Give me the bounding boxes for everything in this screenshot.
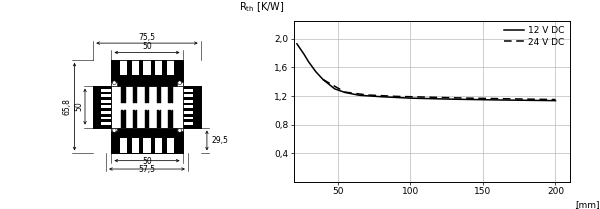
Text: 57,5: 57,5: [139, 165, 155, 174]
Text: 50: 50: [142, 157, 152, 166]
Bar: [145, 110, 149, 127]
Bar: [182, 111, 193, 114]
Legend: 12 V DC, 24 V DC: 12 V DC, 24 V DC: [503, 25, 565, 47]
Bar: [182, 100, 193, 103]
Bar: [182, 89, 193, 92]
Bar: [143, 138, 151, 153]
Bar: [121, 110, 125, 127]
Text: 50: 50: [142, 42, 152, 51]
Bar: [101, 122, 112, 125]
Bar: [101, 105, 112, 108]
Bar: [177, 127, 182, 131]
Bar: [101, 100, 112, 103]
Bar: [133, 86, 137, 103]
Bar: [169, 86, 173, 103]
Text: [mm]: [mm]: [575, 200, 600, 209]
Bar: [177, 82, 182, 86]
Text: 75,5: 75,5: [139, 33, 155, 42]
Bar: [101, 111, 112, 114]
Bar: [112, 60, 182, 86]
Bar: [155, 138, 163, 153]
Bar: [182, 117, 193, 120]
Bar: [157, 86, 161, 103]
Bar: [112, 127, 117, 131]
Bar: [182, 86, 200, 127]
Text: R$_{\mathregular{th}}$ [K/W]: R$_{\mathregular{th}}$ [K/W]: [239, 1, 284, 14]
Circle shape: [178, 81, 182, 85]
Bar: [169, 110, 173, 127]
Bar: [131, 60, 139, 75]
Bar: [167, 138, 174, 153]
Text: 50: 50: [74, 102, 83, 111]
Bar: [94, 86, 112, 127]
Bar: [121, 86, 125, 103]
Bar: [120, 60, 127, 75]
Bar: [157, 110, 161, 127]
Circle shape: [178, 129, 182, 132]
Bar: [143, 60, 151, 75]
Text: 65,8: 65,8: [62, 98, 71, 115]
Bar: [145, 86, 149, 103]
Bar: [101, 117, 112, 120]
Text: 29,5: 29,5: [211, 136, 228, 145]
Bar: [167, 60, 174, 75]
Bar: [182, 105, 193, 108]
Bar: [112, 86, 182, 127]
Bar: [182, 94, 193, 97]
Bar: [101, 94, 112, 97]
Bar: [182, 122, 193, 125]
Bar: [155, 60, 163, 75]
Bar: [133, 110, 137, 127]
Bar: [120, 138, 127, 153]
Bar: [112, 127, 182, 153]
Bar: [101, 89, 112, 92]
Circle shape: [112, 129, 116, 132]
Bar: [131, 138, 139, 153]
Bar: [112, 82, 117, 86]
Circle shape: [112, 81, 116, 85]
